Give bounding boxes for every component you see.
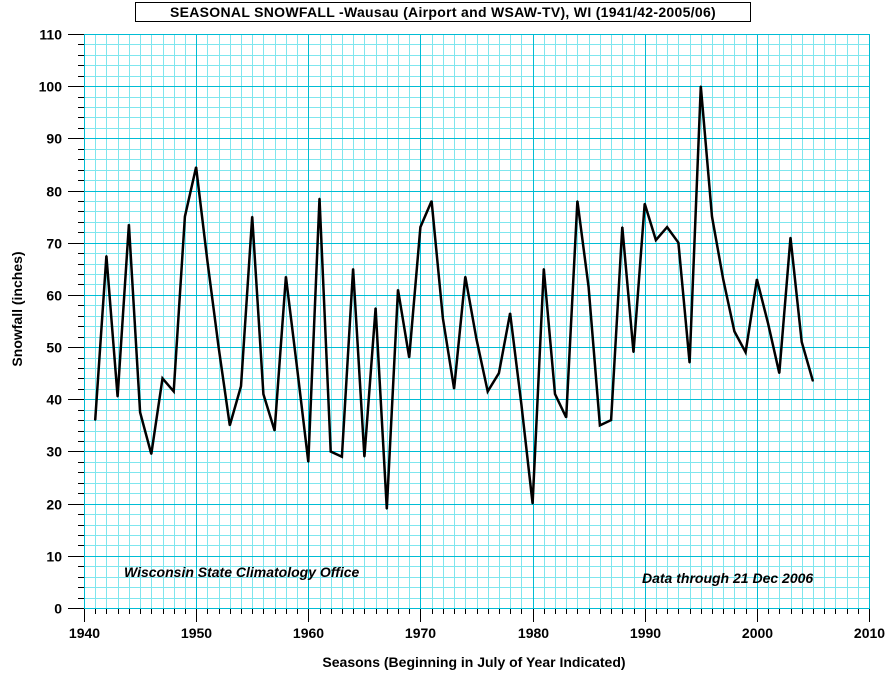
- data-point: [475, 338, 478, 341]
- y-tick-label: 70: [46, 236, 62, 252]
- data-point: [307, 461, 310, 463]
- data-point: [273, 429, 276, 432]
- y-tick-label: 100: [39, 79, 63, 95]
- x-tick-label: 2000: [742, 625, 773, 641]
- x-tick-label: 1960: [293, 625, 324, 641]
- data-point: [206, 260, 209, 262]
- data-point: [408, 356, 411, 359]
- data-point: [352, 268, 354, 270]
- data-point: [789, 236, 792, 239]
- data-point: [643, 202, 646, 205]
- data-point: [442, 317, 444, 320]
- data-point: [116, 395, 119, 398]
- x-tick-label: 2010: [854, 625, 885, 641]
- data-point: [363, 455, 366, 458]
- y-tick-label: 80: [46, 184, 62, 200]
- y-tick-label: 60: [46, 288, 62, 304]
- x-tick-label: 1940: [69, 625, 100, 641]
- data-point: [150, 453, 153, 455]
- data-point: [296, 367, 298, 369]
- data-point: [666, 226, 668, 228]
- data-point: [105, 255, 108, 257]
- data-point: [453, 388, 455, 390]
- x-tick-label: 1970: [405, 625, 436, 641]
- data-point: [520, 403, 523, 406]
- x-axis-label: Seasons (Beginning in July of Year Indic…: [322, 654, 626, 670]
- data-point: [419, 226, 422, 228]
- data-point: [217, 346, 220, 348]
- data-point: [543, 268, 545, 270]
- x-tick-label: 1980: [518, 625, 549, 641]
- y-tick-label: 0: [54, 601, 62, 617]
- data-point: [498, 372, 500, 375]
- chart-title: SEASONAL SNOWFALL -Wausau (Airport and W…: [135, 2, 751, 22]
- data-point: [329, 450, 332, 453]
- data-point: [632, 351, 635, 354]
- data-point: [565, 416, 567, 419]
- data-point: [486, 390, 489, 393]
- y-tick-label: 40: [46, 392, 62, 408]
- y-tick-label: 90: [46, 131, 62, 147]
- data-point: [531, 502, 534, 505]
- data-point: [576, 200, 579, 202]
- data-point: [172, 390, 175, 393]
- data-point: [800, 341, 803, 343]
- y-axis-label: Snowfall (inches): [9, 251, 25, 367]
- data-point: [711, 215, 713, 218]
- data-point: [161, 377, 164, 380]
- data-point: [374, 307, 377, 309]
- data-point: [386, 508, 388, 510]
- data-point: [251, 215, 253, 218]
- data-point: [722, 278, 724, 281]
- data-point: [778, 372, 781, 375]
- y-tick-label: 110: [39, 27, 62, 43]
- x-tick-label: 1950: [181, 625, 212, 641]
- data-point: [94, 419, 96, 421]
- data-point: [756, 278, 758, 281]
- series-layer: [93, 85, 815, 510]
- data-point: [262, 393, 265, 395]
- data-point: [318, 197, 321, 200]
- data-point: [621, 226, 624, 228]
- data-point: [128, 223, 130, 226]
- data-point: [554, 393, 556, 395]
- data-point: [655, 239, 657, 241]
- data-point: [397, 288, 399, 291]
- data-point: [733, 330, 736, 333]
- data-point: [464, 275, 467, 278]
- data-point: [587, 286, 590, 288]
- data-point: [677, 241, 680, 244]
- y-tick-label: 20: [46, 497, 62, 513]
- data-point: [509, 312, 511, 315]
- data-point: [610, 419, 612, 421]
- data-point: [229, 424, 231, 427]
- x-tick-label: 1990: [630, 625, 661, 641]
- source-annotation: Wisconsin State Climatology Office: [124, 564, 360, 580]
- data-point: [430, 200, 433, 202]
- data-point: [285, 275, 287, 278]
- data-point: [688, 361, 691, 364]
- data-point: [767, 322, 769, 325]
- data-point: [812, 380, 814, 382]
- data-point: [139, 411, 141, 414]
- data-point: [599, 424, 601, 427]
- major-grid: [84, 34, 870, 609]
- data-point: [341, 455, 343, 458]
- data-point: [195, 166, 197, 168]
- data-point: [744, 351, 747, 354]
- plot-frame: [84, 34, 870, 609]
- data-through-annotation: Data through 21 Dec 2006: [642, 570, 814, 586]
- data-point: [700, 85, 702, 87]
- tick-labels: 0 10 20 30 40 50 60 70 80 90 100 110 1940 1950 1960 197…: [39, 27, 886, 642]
- data-point: [184, 215, 186, 218]
- y-tick-label: 50: [46, 340, 62, 356]
- y-tick-label: 30: [46, 444, 62, 460]
- data-point: [240, 385, 242, 388]
- y-tick-label: 10: [46, 549, 62, 565]
